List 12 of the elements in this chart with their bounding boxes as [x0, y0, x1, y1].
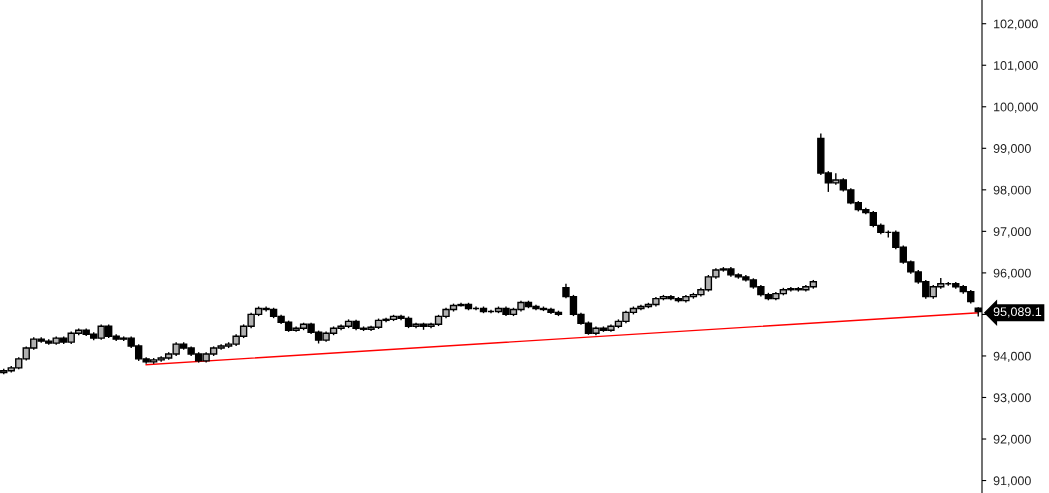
y-tick-label: 98,000 [993, 185, 1031, 196]
y-tick-label: 101,000 [994, 61, 1038, 72]
y-tick-label: 93,000 [993, 393, 1031, 404]
y-tick-label: 91,000 [993, 476, 1031, 487]
y-tick-label: 96,000 [993, 268, 1031, 280]
y-tick-label: 97,000 [993, 227, 1031, 238]
y-tick-label: 102,000 [994, 19, 1038, 30]
text: 95,089.1 [993, 307, 1042, 318]
y-tick-label: 99,000 [993, 144, 1031, 155]
y-tick-label: 92,000 [993, 434, 1031, 446]
y-tick-label: 94,000 [993, 351, 1031, 363]
y-tick-label: 100,000 [994, 102, 1038, 113]
